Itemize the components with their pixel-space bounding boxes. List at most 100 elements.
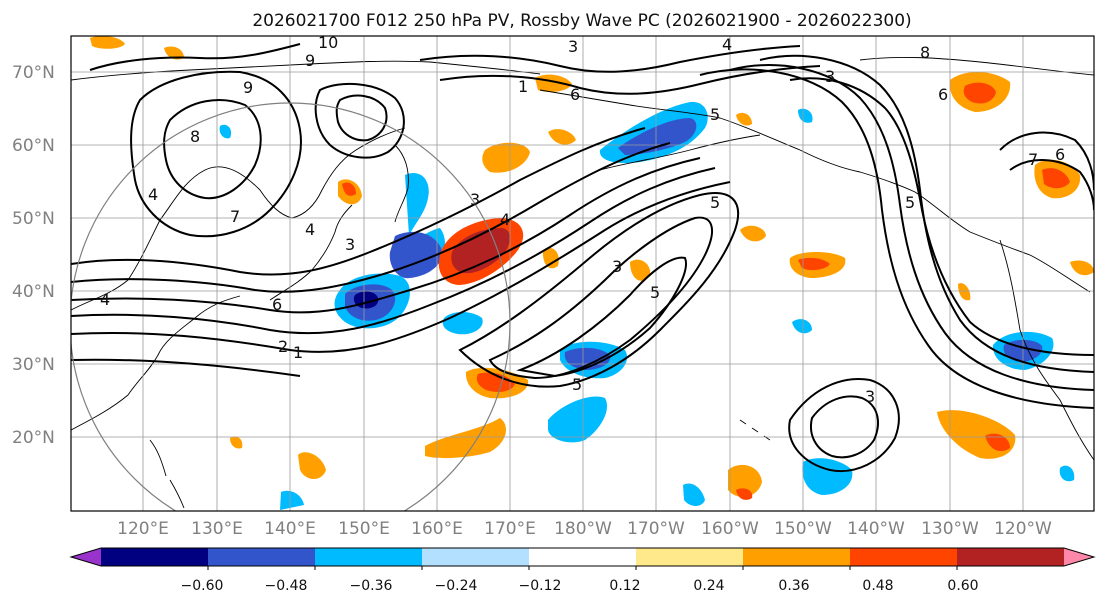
pv-contour [419, 45, 801, 73]
contour-label: 6 [938, 85, 948, 104]
pv-contour [699, 68, 1094, 409]
positive-anomaly-area [548, 129, 576, 145]
positive-anomaly-area [342, 182, 356, 196]
colorbar-extend-min [71, 548, 101, 566]
pv-contour [71, 167, 716, 335]
alaska-coastline [539, 89, 1091, 293]
contour-label: 4 [148, 185, 158, 204]
contour-label: 3 [825, 67, 835, 86]
lat-label: 50°N [12, 209, 55, 229]
positive-anomaly-area [164, 46, 184, 60]
lat-label: 20°N [12, 428, 55, 448]
negative-anomaly-area [618, 118, 697, 155]
lon-label: 140°E [264, 519, 316, 539]
contour-label: 7 [1028, 150, 1038, 169]
contour-label: 5 [572, 375, 582, 394]
positive-anomaly-area [90, 36, 125, 49]
lon-label: 160°W [701, 519, 759, 539]
pv-contour [439, 65, 821, 95]
contour-label: 3 [470, 190, 480, 209]
contour-label: 6 [1055, 145, 1065, 164]
pv-contour [759, 54, 1094, 373]
lon-label: 120°W [994, 519, 1052, 539]
positive-anomaly-area [736, 488, 753, 500]
lon-label: 150°W [774, 519, 832, 539]
colorbar-extend-max [1064, 548, 1094, 566]
pv-contour [516, 256, 687, 378]
negative-anomaly-area [802, 458, 853, 495]
lon-label: 170°W [627, 519, 685, 539]
lat-label: 30°N [12, 355, 55, 375]
positive-anomaly-area [476, 372, 515, 392]
positive-anomaly-area [958, 283, 971, 301]
lon-label: 160°E [411, 519, 463, 539]
map-frame [70, 35, 1095, 512]
colorbar-segment [315, 548, 423, 566]
pv-contour [788, 378, 900, 472]
colorbar-segment [529, 548, 637, 566]
colorbar-segment [636, 548, 744, 566]
colorbar-segment [743, 548, 851, 566]
contour-label: 6 [272, 295, 282, 314]
positive-anomaly-area [1070, 260, 1094, 276]
positive-anomaly-area [425, 418, 506, 459]
contour-label: 10 [318, 33, 338, 52]
lon-label: 180°W [554, 519, 612, 539]
pv-contour [488, 216, 714, 380]
pv-contour [335, 94, 388, 142]
figure-title: 2026021700 F012 250 hPa PV, Rossby Wave … [252, 11, 911, 31]
negative-anomaly-area [792, 319, 812, 334]
positive-anomaly-area [630, 259, 651, 281]
colorbar-segment [208, 548, 316, 566]
colorbar-tick-label: −0.36 [350, 578, 393, 594]
asia-coastline [71, 127, 406, 311]
lon-label: 130°W [921, 519, 979, 539]
pv-contour [130, 70, 302, 238]
contour-labels: 10 9 3 4 8 3 6 6 5 5 4 3 2 1 7 1 5 6 8 9… [100, 33, 1065, 406]
positive-anomaly-area [230, 436, 243, 449]
contour-label: 3 [865, 387, 875, 406]
pv-contour [71, 358, 301, 377]
colorbar-tick-label: 0.60 [947, 578, 978, 594]
contour-label: 5 [650, 283, 660, 302]
japan-coastline [269, 204, 353, 301]
contour-label: 3 [345, 235, 355, 254]
pv-contour [71, 181, 731, 353]
colorbar-tick-label: 0.24 [693, 578, 724, 594]
philippines-coast [149, 439, 185, 509]
negative-anomaly-area [389, 231, 442, 279]
arctic-coastline [859, 56, 1094, 76]
pv-contour [71, 157, 701, 314]
kamchatka-coastline [394, 144, 409, 223]
gridlines [71, 36, 1094, 511]
colorbar-tick-label: −0.60 [181, 578, 224, 594]
contour-label: 3 [568, 37, 578, 56]
colorbar-outline [69, 547, 1096, 567]
positive-anomaly-area [542, 247, 559, 269]
contour-label: 4 [722, 35, 732, 54]
contour-label: 3 [612, 257, 622, 276]
positive-anomaly-area [740, 225, 766, 242]
lon-label: 140°W [847, 519, 905, 539]
colorbar-segment [850, 548, 958, 566]
negative-anomaly-area [219, 124, 232, 139]
positive-anomaly-area [482, 142, 530, 173]
contour-label: 8 [920, 43, 930, 62]
pv-contour [789, 77, 1094, 356]
contour-label: 1 [518, 77, 528, 96]
latitude-labels: 70°N 60°N 50°N 40°N 30°N 20°N [12, 63, 55, 448]
pv-contours [71, 43, 1094, 472]
lon-label: 130°E [191, 519, 243, 539]
colorbar-segment [957, 548, 1065, 566]
aleutian-islands [599, 134, 761, 171]
pv-contour [71, 127, 646, 276]
contour-label: 4 [100, 290, 110, 309]
positive-anomaly-area [736, 112, 752, 126]
longitude-labels: 120°E 130°E 140°E 150°E 160°E 170°E 180°… [117, 519, 1052, 539]
contour-label: 9 [305, 51, 315, 70]
colorbar-tick-label: −0.12 [519, 578, 562, 594]
positive-anomaly-shading [90, 36, 1094, 500]
lon-label: 150°E [338, 519, 390, 539]
contour-label: 9 [243, 78, 253, 97]
